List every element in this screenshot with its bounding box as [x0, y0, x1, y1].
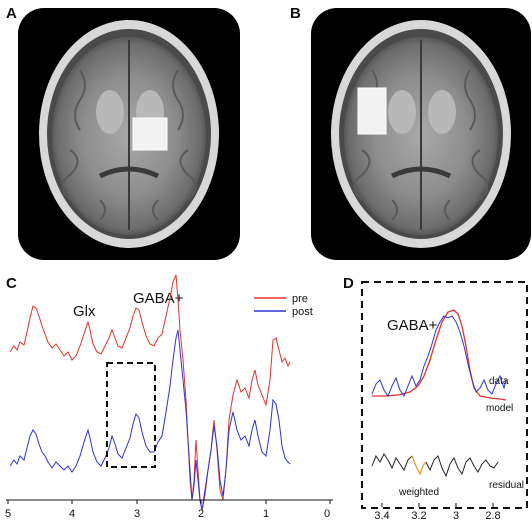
- panel-c-label: C: [6, 275, 17, 292]
- weighted-label: weighted: [398, 487, 439, 498]
- data-curve: [371, 315, 507, 398]
- x-tick-label: 3.2: [411, 510, 426, 521]
- gaba-highlight-box: [106, 362, 156, 468]
- panel-a-label: A: [6, 5, 17, 22]
- mri-scan-a: [39, 20, 219, 248]
- x-tick-label: 0: [324, 508, 330, 520]
- panel-d-frame: [361, 281, 528, 509]
- spectrum-post: [9, 329, 291, 511]
- legend: pre post: [254, 293, 313, 318]
- voxel-lateral: [357, 87, 387, 135]
- x-tick-label: 3: [134, 508, 140, 520]
- panel-d: D GABA+ data model weighted residual 3.4…: [343, 275, 528, 521]
- x-tick-label: 5: [5, 508, 11, 520]
- residual-curve: [371, 453, 499, 478]
- gaba-label-c: GABA+: [133, 290, 184, 307]
- legend-post-label: post: [292, 306, 313, 318]
- panel-c: C Glx GABA+ pre post 5 4 3 2 1 0: [5, 274, 333, 520]
- glx-label: Glx: [73, 303, 96, 320]
- x-tick-label: 1: [263, 508, 269, 520]
- panel-a: A: [6, 5, 240, 260]
- mri-scan-b: [331, 20, 511, 248]
- legend-pre-label: pre: [292, 293, 308, 305]
- gaba-label-d: GABA+: [387, 317, 438, 334]
- panel-b: B: [290, 5, 531, 260]
- panel-d-label: D: [343, 275, 354, 292]
- panel-b-label: B: [290, 5, 301, 22]
- data-label: data: [489, 376, 509, 387]
- spectrum-pre: [9, 274, 291, 511]
- x-tick-label: 3: [453, 510, 459, 521]
- x-tick-label: 2.8: [485, 510, 500, 521]
- x-tick-label: 4: [69, 508, 75, 520]
- weighted-segment: [411, 455, 427, 476]
- x-axis-c: 5 4 3 2 1 0: [5, 499, 333, 520]
- model-curve: [372, 309, 507, 401]
- voxel-midline: [132, 117, 168, 151]
- x-tick-label: 2: [198, 508, 204, 520]
- x-axis-d: 3.4 3.2 3 2.8: [374, 503, 501, 521]
- residual-label: residual: [489, 480, 524, 491]
- x-tick-label: 3.4: [374, 510, 389, 521]
- model-label: model: [486, 403, 513, 414]
